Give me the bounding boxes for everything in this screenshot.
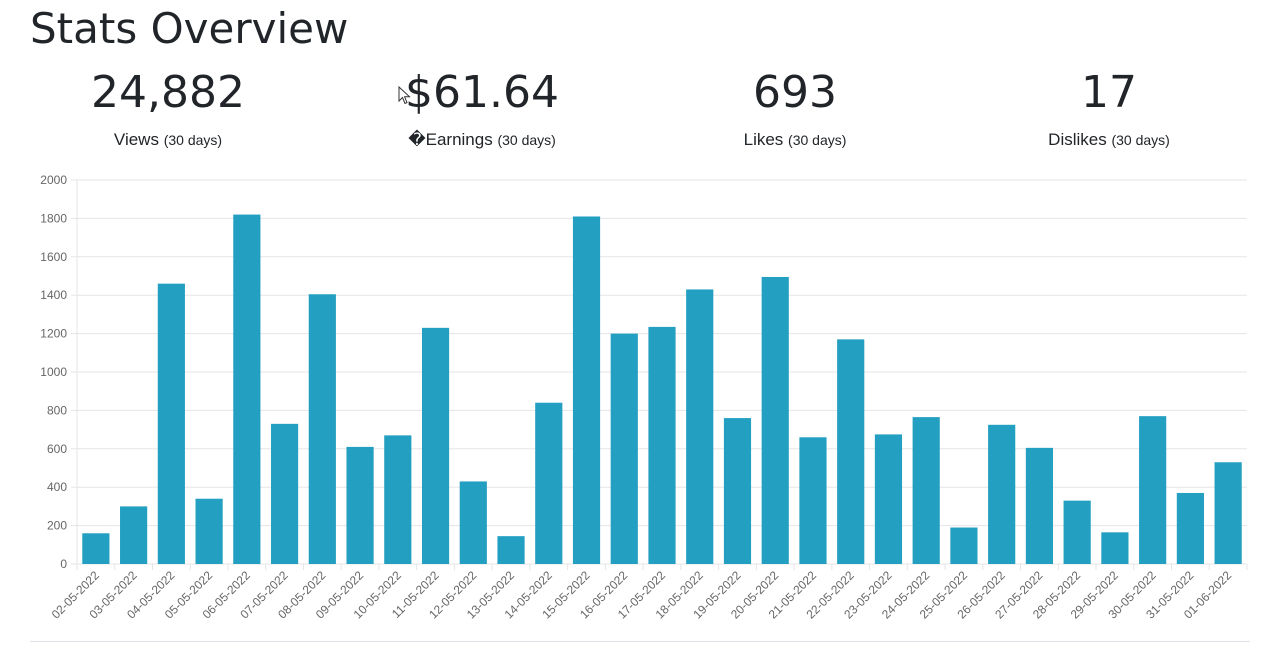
y-tick-label: 1400 <box>40 288 67 302</box>
y-tick-label: 1600 <box>40 250 67 264</box>
bar <box>912 417 940 564</box>
bar <box>157 283 185 564</box>
bar <box>988 424 1016 564</box>
bar <box>308 294 336 564</box>
stat-earnings-value: $61.64 <box>405 67 559 118</box>
y-tick-label: 1200 <box>40 327 67 341</box>
stat-views-label: Views <box>113 130 159 149</box>
bar <box>1139 416 1167 564</box>
y-tick-label: 0 <box>60 557 67 571</box>
y-tick-label: 2000 <box>40 173 67 187</box>
stat-likes-label-row: Likes (30 days) <box>645 130 945 150</box>
bar <box>1214 462 1242 564</box>
bar <box>874 434 903 564</box>
bar <box>233 214 261 564</box>
mouse-cursor-icon <box>398 86 411 105</box>
y-tick-label: 200 <box>47 519 67 533</box>
bar <box>270 423 299 564</box>
y-tick-label: 600 <box>47 442 67 456</box>
bar <box>82 533 110 564</box>
bar <box>572 216 601 565</box>
stat-likes-label: Likes <box>743 130 784 149</box>
bar <box>950 527 978 564</box>
stat-dislikes-label-row: Dislikes (30 days) <box>959 130 1259 150</box>
stat-dislikes-period: (30 days) <box>1111 132 1170 148</box>
stat-views-period: (30 days) <box>163 132 223 148</box>
y-tick-label: 1800 <box>40 211 67 225</box>
bar <box>648 326 676 564</box>
stat-earnings: $61.64 �Earnings (30 days) <box>332 66 632 150</box>
y-tick-label: 800 <box>47 403 67 417</box>
stat-earnings-label-row: �Earnings (30 days) <box>332 130 632 150</box>
stat-dislikes: 17 Dislikes (30 days) <box>959 66 1259 150</box>
stat-views: 24,882 Views (30 days) <box>18 66 318 150</box>
stat-earnings-period: (30 days) <box>497 132 556 148</box>
bar <box>497 536 525 564</box>
stat-dislikes-value: 17 <box>1081 67 1137 118</box>
bar <box>837 339 865 564</box>
page-title: Stats Overview <box>30 4 349 53</box>
y-tick-label: 1000 <box>40 365 67 379</box>
stat-dislikes-label: Dislikes <box>1048 130 1107 149</box>
y-tick-label: 400 <box>47 480 67 494</box>
stat-views-value: 24,882 <box>91 67 245 118</box>
divider <box>30 641 1250 642</box>
bar <box>1101 532 1129 564</box>
bar <box>799 437 827 564</box>
bar <box>535 402 563 564</box>
stat-likes: 693 Likes (30 days) <box>645 66 945 150</box>
stat-earnings-label: �Earnings <box>408 130 493 149</box>
bar <box>761 276 789 564</box>
bar <box>1063 500 1091 564</box>
bar <box>421 327 450 564</box>
bar <box>1176 492 1204 564</box>
bar <box>686 289 714 564</box>
stat-likes-value: 693 <box>753 67 837 118</box>
bar <box>195 498 223 564</box>
bar <box>1025 447 1054 564</box>
stat-views-label-row: Views (30 days) <box>18 130 318 150</box>
bar <box>610 333 638 564</box>
bar <box>120 506 148 564</box>
bar <box>346 446 374 564</box>
bar <box>459 481 487 564</box>
bar <box>384 435 412 564</box>
stat-likes-period: (30 days) <box>788 132 847 148</box>
bar <box>723 418 752 564</box>
